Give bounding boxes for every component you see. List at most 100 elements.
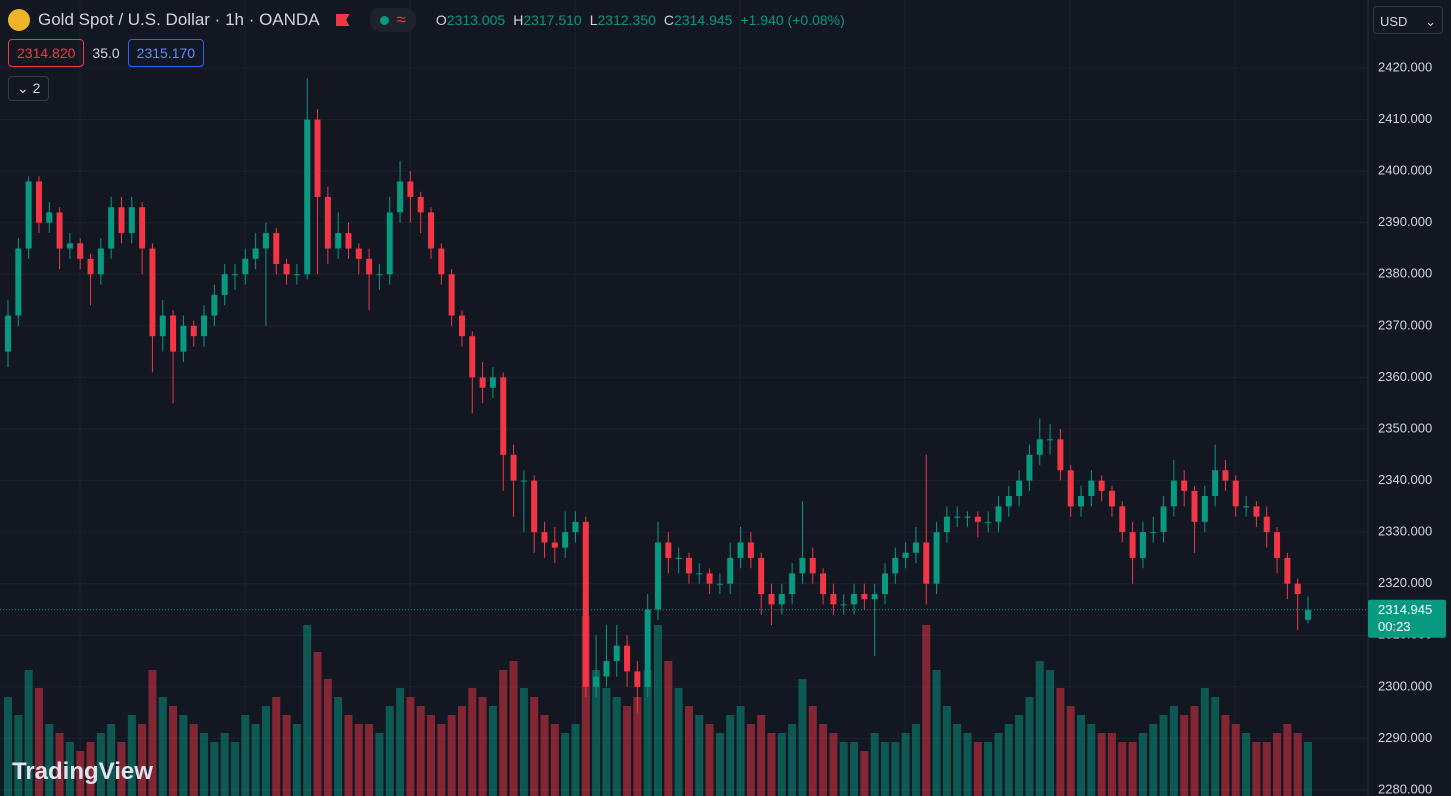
candle-body — [252, 248, 259, 259]
candle-body — [1305, 609, 1311, 620]
volume-bar — [323, 679, 332, 796]
candle-body — [634, 671, 641, 687]
y-tick-label: 2390.000 — [1378, 214, 1432, 229]
volume-bar — [292, 724, 301, 796]
volume-bar — [457, 706, 466, 796]
candle-body — [273, 233, 280, 264]
candle-body — [180, 325, 187, 352]
candle-body — [716, 583, 723, 585]
ohlc-value: 2317.510 — [523, 12, 582, 28]
volume-bar — [1149, 724, 1158, 796]
volume-bar — [272, 697, 281, 796]
candle-body — [1005, 496, 1012, 507]
volume-bar — [530, 697, 539, 796]
volume-bar — [354, 724, 363, 796]
ask[interactable]: 2315.170 — [127, 39, 205, 67]
volume-bar — [715, 733, 724, 796]
volume-bar — [726, 715, 735, 796]
volume-bar — [911, 724, 920, 796]
candle-body — [1212, 470, 1219, 497]
candle-body — [685, 557, 692, 574]
currency-select[interactable]: USD ⌄ — [1373, 6, 1443, 34]
volume-bar — [488, 706, 497, 796]
candle-body — [1036, 439, 1043, 455]
candle-body — [283, 263, 290, 275]
candle-body — [954, 516, 961, 518]
candle-body — [737, 542, 744, 558]
candle-body — [974, 516, 981, 522]
wave-icon: ≈ — [396, 10, 406, 29]
y-tick-label: 2340.000 — [1378, 472, 1432, 487]
volume-bar — [757, 715, 766, 796]
volume-bar — [602, 688, 611, 796]
volume-bar — [169, 706, 178, 796]
flag[interactable] — [335, 14, 350, 26]
candle-body — [1263, 516, 1270, 533]
y-tick-label: 2400.000 — [1378, 163, 1432, 178]
volume-bar — [189, 724, 198, 796]
volume-bar — [509, 661, 518, 796]
candle-body — [366, 258, 373, 275]
volume-bar — [695, 715, 704, 796]
volume-bar — [1128, 742, 1137, 796]
volume-bar — [396, 688, 405, 796]
candle-body — [943, 516, 950, 533]
candle-body — [25, 181, 32, 249]
candle-body — [603, 661, 610, 677]
candle-body — [304, 119, 311, 275]
candle-body — [1078, 496, 1085, 507]
candle-body — [861, 594, 868, 600]
volume-bar — [76, 751, 85, 796]
bid[interactable]: 2314.820 — [8, 39, 85, 67]
volume-bar — [994, 733, 1003, 796]
candle-body — [747, 542, 754, 558]
candle-body — [1181, 480, 1188, 491]
indicator-count: 2 — [32, 80, 41, 96]
last-price-box — [1368, 599, 1446, 638]
volume-bar — [798, 679, 807, 796]
candle-body — [1088, 480, 1095, 497]
volume-bar — [1138, 733, 1147, 796]
last-price-label: 2314.945 — [1378, 602, 1432, 617]
candle-body — [1201, 496, 1208, 522]
trade-row: 2314.820 35.0 2315.170 — [8, 39, 205, 67]
indicator-toggle[interactable]: ⌄ 2 — [8, 76, 50, 101]
candle-body — [428, 212, 435, 249]
brand: TradingView — [12, 758, 153, 785]
volume-bar — [96, 733, 105, 796]
y-tick-label: 2350.000 — [1378, 420, 1432, 435]
candle-body — [376, 274, 383, 276]
volume-bar — [107, 724, 116, 796]
volume-bar — [664, 661, 673, 796]
candle-body — [531, 480, 538, 533]
candle-body — [572, 521, 579, 533]
volume-bar — [14, 715, 23, 796]
volume-bar — [592, 670, 601, 796]
volume-bar — [901, 733, 910, 796]
candle-body — [1067, 470, 1074, 507]
y-tick-label: 2360.000 — [1378, 369, 1432, 384]
volume-bar — [808, 706, 817, 796]
candle-body — [758, 557, 765, 595]
volume-bar — [437, 724, 446, 796]
volume-bar — [1180, 715, 1189, 796]
volume-bar — [674, 688, 683, 796]
volume-bar — [478, 697, 487, 796]
candle-body — [613, 645, 620, 662]
volume-bar — [922, 625, 931, 796]
volume-bar — [1015, 715, 1024, 796]
candle-body — [644, 609, 651, 687]
candle-body — [335, 233, 342, 249]
volume-bar — [45, 724, 54, 796]
candle-body — [562, 532, 569, 548]
y-tick-label: 2370.000 — [1378, 317, 1432, 332]
y-tick-label: 2290.000 — [1378, 730, 1432, 745]
candle-body — [397, 181, 404, 213]
candle-body — [46, 212, 53, 223]
volume-bar — [654, 625, 662, 796]
volume-bar — [86, 742, 95, 796]
symbol-title[interactable]: Gold Spot / U.S. Dollar · 1h · OANDA — [38, 10, 320, 29]
candle-body — [789, 573, 796, 595]
volume-bar — [963, 733, 972, 796]
volume-bar — [447, 715, 456, 796]
